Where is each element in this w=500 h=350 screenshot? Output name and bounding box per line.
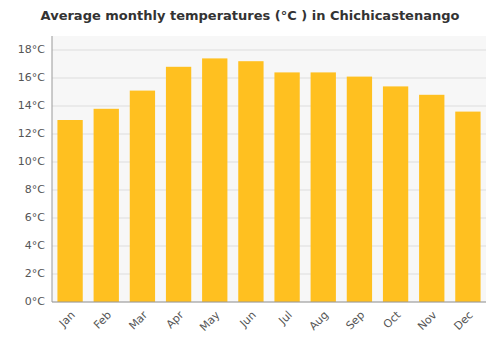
y-tick-label: 6°C [25,211,45,224]
bar [166,67,191,302]
y-tick-label: 0°C [25,295,45,308]
page: {"chart_data": {"type": "bar", "title": … [0,0,500,350]
bar [274,72,299,302]
y-axis-line [52,36,53,302]
bar [130,91,155,302]
y-tick-label: 4°C [25,239,45,252]
x-tick-label: Mar [126,308,150,332]
bar [202,58,227,302]
y-tick-label: 12°C [18,127,45,140]
y-tick-label: 2°C [25,267,45,280]
y-tick-label: 8°C [25,183,45,196]
y-tick-label: 18°C [18,43,45,56]
grid-line [52,302,486,303]
x-tick-label: Jul [276,309,295,328]
bars [57,58,480,302]
x-tick-label: Jan [56,309,78,331]
x-tick-label: Nov [415,308,440,333]
grid-line [52,78,486,79]
grid-line [52,50,486,51]
plot-background [52,36,486,302]
x-axis-line [52,302,486,303]
x-tick-label: Jun [237,309,259,331]
x-tick-label: Oct [381,308,404,331]
bar [383,86,408,302]
bar [57,120,82,302]
x-tick-label: May [197,308,223,334]
chart-title: Average monthly temperatures (°C ) in Ch… [41,8,460,23]
bar [455,112,480,302]
y-grid [52,50,486,302]
bar [419,95,444,302]
bar [347,77,372,302]
y-tick-label: 16°C [18,71,45,84]
bar [238,61,263,302]
bar [311,72,336,302]
y-tick-label: 14°C [18,99,45,112]
x-tick-label: Apr [164,308,187,331]
x-axis: Jan Feb Mar Apr May Jun Jul Aug Sep Oct Nov Dec [52,302,486,334]
chart-container: 0°C 2°C 4°C 6°C 8°C 10°C 12°C 14°C 16°C 18°C Jan Fe… [0,0,500,350]
x-tick-label: Dec [451,309,475,333]
y-tick-label: 10°C [18,155,45,168]
chart-svg: 0°C 2°C 4°C 6°C 8°C 10°C 12°C 14°C 16°C 18°C Jan Fe… [0,0,500,350]
x-tick-label: Aug [307,309,331,333]
bar [94,109,119,302]
x-tick-label: Feb [91,309,114,332]
y-axis: 0°C 2°C 4°C 6°C 8°C 10°C 12°C 14°C 16°C 18°C [18,36,52,308]
x-tick-label: Sep [343,309,367,333]
